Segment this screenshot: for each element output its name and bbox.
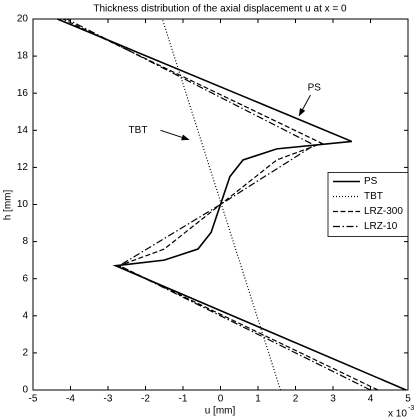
y-axis-label: h [mm] <box>3 190 14 221</box>
annotation: TBT <box>129 125 148 136</box>
annotation-arrow <box>160 129 190 141</box>
y-tick-label: 12 <box>17 162 29 173</box>
y-tick-label: 2 <box>22 348 28 359</box>
y-tick-label: 10 <box>17 199 29 210</box>
x-tick-label: -1 <box>179 394 188 405</box>
x-tick-label: 4 <box>368 394 374 405</box>
y-tick-label: 16 <box>17 88 29 99</box>
x-tick-label: 5 <box>405 394 411 405</box>
series-line <box>161 18 282 391</box>
chart-title: Thickness distribution of the axial disp… <box>93 4 347 15</box>
legend-label: PS <box>364 176 378 187</box>
y-tick-label: 6 <box>22 273 28 284</box>
legend-label: TBT <box>364 191 383 202</box>
x-tick-label: -4 <box>66 394 75 405</box>
x-tick-label: -3 <box>104 394 113 405</box>
y-tick-label: 8 <box>22 236 28 247</box>
x-tick-label: 0 <box>218 394 224 405</box>
legend-label: LRZ-300 <box>364 206 403 217</box>
x-exponent: -3 <box>408 405 414 412</box>
x-tick-label: 2 <box>293 394 299 405</box>
y-tick-label: 18 <box>17 51 29 62</box>
legend-box <box>327 172 409 237</box>
annotation: PS <box>308 82 322 93</box>
y-tick-label: 4 <box>22 310 28 321</box>
y-tick-label: 0 <box>22 385 28 396</box>
annotation-arrow <box>298 94 311 117</box>
y-tick-label: 14 <box>17 125 29 136</box>
x-exponent-base: x 10 <box>388 409 407 420</box>
x-tick-label: 1 <box>255 394 261 405</box>
x-axis-label: u [mm] <box>205 406 236 417</box>
x-tick-label: 3 <box>330 394 336 405</box>
legend-label: LRZ-10 <box>364 221 398 232</box>
x-tick-label: -5 <box>29 394 38 405</box>
y-tick-label: 20 <box>17 14 29 25</box>
x-tick-label: -2 <box>141 394 150 405</box>
